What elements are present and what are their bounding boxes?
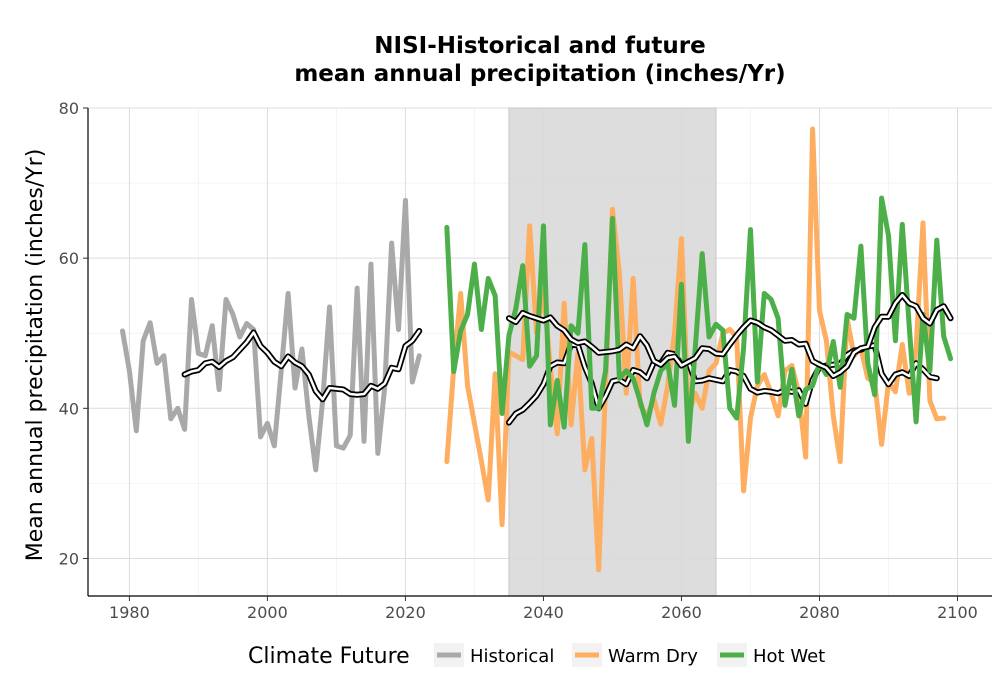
x-tick-label: 2080: [799, 603, 840, 622]
chart-subtitle: mean annual precipitation (inches/Yr): [294, 61, 785, 87]
y-tick-label: 20: [59, 549, 79, 568]
legend-title: Climate Future: [248, 644, 410, 669]
x-tick-label: 2100: [937, 603, 978, 622]
series-historical-trend: [183, 329, 421, 401]
y-tick-label: 80: [59, 99, 79, 118]
y-tick-label: 60: [59, 249, 79, 268]
legend-label: Hot Wet: [753, 646, 825, 667]
legend-item-warm-dry: Warm Dry: [572, 643, 698, 667]
y-axis-title: Mean annual precipitation (inches/Yr): [23, 149, 48, 562]
legend-item-historical: Historical: [434, 643, 554, 667]
x-tick-label: 1980: [109, 603, 150, 622]
legend-label: Warm Dry: [608, 646, 698, 667]
legend: Climate Future Historical Warm Dry Hot Wet: [248, 643, 825, 669]
x-tick-label: 2000: [247, 603, 288, 622]
x-tick-label: 2060: [661, 603, 702, 622]
x-tick-label: 2020: [385, 603, 426, 622]
series-historical: [120, 197, 422, 473]
legend-label: Historical: [470, 646, 554, 667]
x-tick-label: 2040: [523, 603, 564, 622]
series-hot-wet-trend: [507, 293, 952, 378]
legend-item-hot-wet: Hot Wet: [717, 643, 825, 667]
y-tick-label: 40: [59, 399, 79, 418]
series-layer: [120, 126, 954, 573]
chart-title: NISI-Historical and future: [374, 33, 705, 59]
